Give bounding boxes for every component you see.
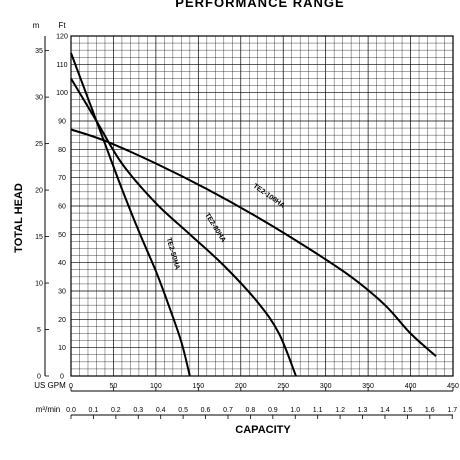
x-primary-tick-label: 350: [362, 383, 374, 390]
x-secondary-tick-label: 0.1: [89, 407, 99, 414]
x-axis-label: CAPACITY: [235, 424, 291, 436]
x-secondary-tick-label: 0.5: [178, 407, 188, 414]
y-right-tick-label: 110: [56, 62, 67, 69]
curve-te2-100ha: [70, 128, 437, 357]
x-secondary-tick-label: 0.8: [246, 407, 256, 414]
y-right-tick-label: 30: [58, 289, 66, 296]
x-primary-tick-label: 150: [192, 383, 204, 390]
y-right-unit: Ft: [58, 21, 66, 30]
x-primary-tick-label: 200: [235, 383, 247, 390]
x-secondary-tick-label: 1.7: [447, 407, 457, 414]
y-axis-label: TOTAL HEAD: [13, 183, 25, 253]
x-primary-tick-label: 100: [150, 383, 162, 390]
y-right-tick-label: 10: [58, 345, 66, 352]
y-right-tick-label: 70: [58, 175, 66, 182]
chart-title: PERFORMANCE RANGE: [175, 0, 344, 10]
y-right-tick-label: 90: [58, 119, 66, 126]
x-secondary-tick-label: 0.0: [66, 407, 76, 414]
x-secondary-tick-label: 1.4: [380, 407, 390, 414]
x-secondary-unit: m³/min: [36, 405, 60, 414]
tick-labels: 0 10 20 30 40 50 60 70 80 90 100 110 120 0 5 10 15 20 25 30…: [35, 34, 459, 415]
x-primary-unit: US GPM: [34, 381, 66, 390]
y-right-tick-label: 60: [58, 204, 66, 211]
x-secondary-tick-label: 0.2: [111, 407, 121, 414]
x-secondary-tick-label: 1.3: [358, 407, 368, 414]
x-primary-tick-label: 450: [447, 383, 459, 390]
y-right-tick-label: 40: [58, 260, 66, 267]
y-left-tick-label: 0: [37, 374, 41, 381]
y-left-tick-label: 15: [35, 234, 43, 241]
plot-frame: [70, 35, 454, 377]
x-secondary-tick-label: 1.2: [335, 407, 345, 414]
y-right-tick-label: 50: [58, 232, 66, 239]
curve-te2-50ha: [70, 52, 191, 377]
x-secondary-tick-label: 0.7: [223, 407, 233, 414]
x-secondary-tick-label: 1.5: [403, 407, 413, 414]
x-primary-tick-label: 50: [110, 383, 118, 390]
y-left-tick-label: 35: [35, 48, 43, 55]
x-primary-tick-label: 400: [405, 383, 417, 390]
y-left-tick-label: 10: [35, 281, 43, 288]
y-left-tick-label: 30: [35, 95, 43, 102]
x-secondary-tick-label: 0.3: [133, 407, 143, 414]
y-right-tick-label: 120: [56, 34, 68, 41]
curve-label: TE2-50HA: [165, 237, 181, 271]
x-primary-tick-label: 0: [69, 383, 73, 390]
y-left-tick-label: 25: [35, 141, 43, 148]
y-left-tick-label: 5: [37, 327, 41, 334]
x-secondary-tick-label: 0.4: [156, 407, 166, 414]
y-right-tick-label: 0: [60, 374, 64, 381]
x-secondary-tick-label: 0.6: [201, 407, 211, 414]
curve-te2-80ha: [70, 77, 297, 377]
y-left-unit: m: [33, 21, 40, 30]
y-right-tick-label: 80: [58, 147, 66, 154]
x-secondary-tick-label: 1.1: [313, 407, 323, 414]
x-primary-tick-label: 300: [320, 383, 332, 390]
axes: [44, 35, 454, 419]
x-secondary-tick-label: 1.6: [425, 407, 435, 414]
x-secondary-tick-label: 1.0: [290, 407, 300, 414]
x-secondary-tick-label: 0.9: [268, 407, 278, 414]
x-primary-tick-label: 250: [277, 383, 289, 390]
y-left-tick-label: 20: [35, 188, 43, 195]
y-right-tick-label: 20: [58, 317, 66, 324]
y-right-tick-label: 100: [56, 90, 68, 97]
